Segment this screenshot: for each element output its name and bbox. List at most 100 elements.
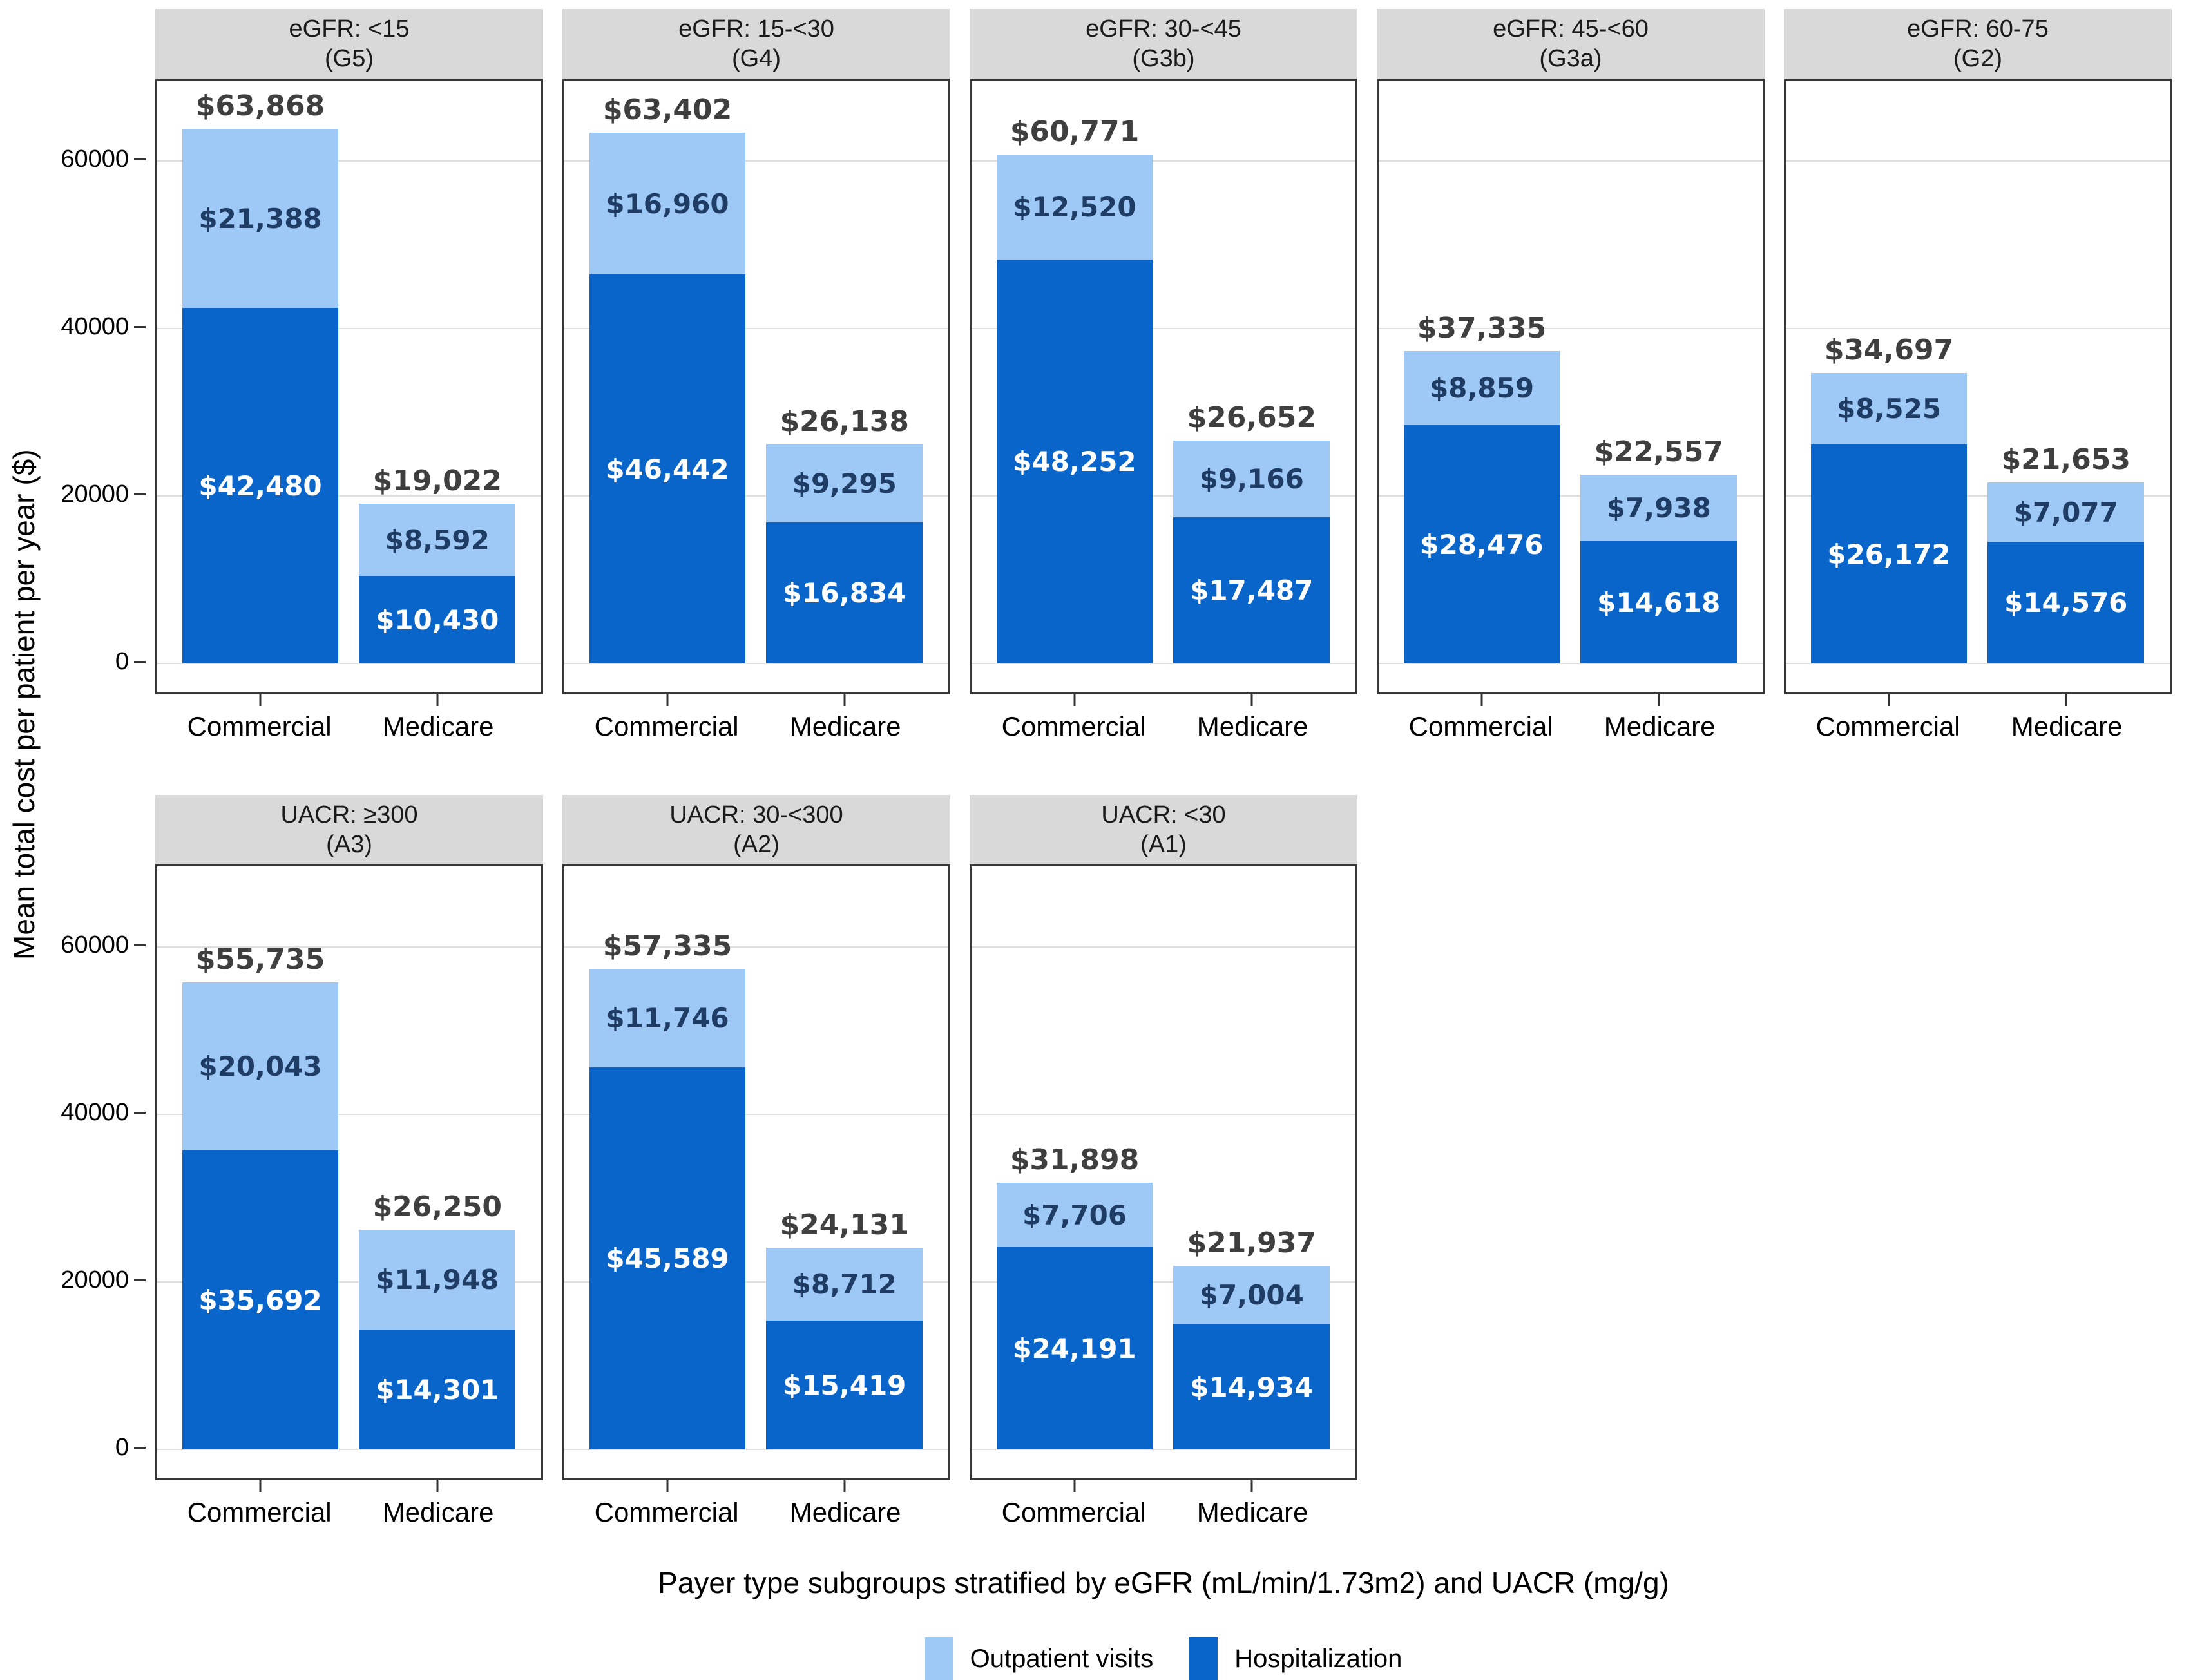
outpatient-value-label: $20,043 bbox=[198, 1051, 322, 1082]
hospitalization-value-label: $28,476 bbox=[1420, 528, 1544, 560]
category-labels: Commercial Medicare bbox=[1377, 711, 1765, 758]
bar-total-label: $37,335 bbox=[1417, 312, 1547, 345]
outpatient-segment: $8,525 bbox=[1810, 373, 1968, 444]
hospitalization-value-label: $17,487 bbox=[1190, 575, 1314, 606]
outpatient-segment: $7,938 bbox=[1580, 475, 1738, 541]
gridline bbox=[564, 160, 948, 162]
legend-item-outpatient: Outpatient visits bbox=[924, 1637, 1153, 1680]
gridline bbox=[1379, 495, 1763, 497]
stacked-bar-medicare: $17,487 $9,166 $26,652 bbox=[1173, 401, 1330, 663]
bar-total-label: $34,697 bbox=[1824, 334, 1954, 367]
y-tick-label: 40000 bbox=[61, 313, 129, 340]
gridline bbox=[1379, 663, 1763, 664]
gridline bbox=[157, 495, 541, 497]
hospitalization-value-label: $10,430 bbox=[376, 604, 499, 636]
hospitalization-segment: $14,301 bbox=[359, 1330, 516, 1449]
y-axis-ticks: 0 20000 40000 60000 bbox=[48, 795, 146, 1476]
x-tick-mark bbox=[666, 1480, 669, 1492]
category-label-commercial: Commercial bbox=[187, 1497, 332, 1527]
bar-total-label: $31,898 bbox=[1010, 1143, 1140, 1176]
outpatient-value-label: $7,077 bbox=[2013, 496, 2118, 528]
stacked-bar-commercial: $35,692 $20,043 $55,735 bbox=[182, 943, 339, 1449]
plot-area: $48,252 $12,520 $60,771 $17,487 $9,166 $26,65… bbox=[970, 79, 1357, 706]
legend-item-hospitalization: Hospitalization bbox=[1189, 1637, 1402, 1680]
facet-title-line1: eGFR: 30-<45 bbox=[1086, 15, 1241, 43]
y-tick-mark bbox=[134, 1112, 146, 1114]
hospitalization-segment: $48,252 bbox=[996, 260, 1153, 663]
category-label-commercial: Commercial bbox=[1001, 711, 1146, 741]
x-tick-mark bbox=[1073, 694, 1076, 706]
category-label-medicare: Medicare bbox=[1604, 711, 1716, 741]
facet-row-egfr: 0 20000 40000 60000 eGFR: <15 (G5) $42,480 $21,… bbox=[48, 9, 2181, 758]
hospitalization-segment: $42,480 bbox=[182, 308, 339, 663]
y-tick-label: 60000 bbox=[61, 146, 129, 173]
figure-body: Mean total cost per patient per year ($)… bbox=[0, 9, 2193, 1680]
hospitalization-segment: $14,576 bbox=[1987, 542, 2145, 663]
plot-area: $35,692 $20,043 $55,735 $14,301 $11,948 $26,2… bbox=[155, 864, 543, 1492]
bar-total-label: $57,335 bbox=[602, 930, 733, 962]
outpatient-segment: $12,520 bbox=[996, 155, 1153, 260]
bar-total-label: $24,131 bbox=[780, 1208, 909, 1241]
outpatient-value-label: $8,592 bbox=[385, 524, 490, 556]
stacked-bar-medicare: $14,301 $11,948 $26,250 bbox=[359, 1190, 516, 1449]
hospitalization-segment: $14,934 bbox=[1173, 1324, 1330, 1449]
gridline bbox=[972, 328, 1355, 329]
x-tick-mark bbox=[1888, 694, 1890, 706]
stacked-bar-commercial: $26,172 $8,525 $34,697 bbox=[1810, 334, 1968, 663]
gridline bbox=[1786, 328, 2170, 329]
hospitalization-segment: $14,618 bbox=[1580, 541, 1738, 663]
y-tick-mark bbox=[134, 1279, 146, 1281]
facet-panel: UACR: ≥300 (A3) $35,692 $20,043 $55,735 $14,3… bbox=[155, 795, 543, 1543]
y-axis-ticks: 0 20000 40000 60000 bbox=[48, 9, 146, 691]
faceted-stacked-bar-chart: Mean total cost per patient per year ($)… bbox=[7, 9, 2172, 1680]
gridline bbox=[972, 1114, 1355, 1115]
facet-rows-container: 0 20000 40000 60000 eGFR: <15 (G5) $42,480 $21,… bbox=[48, 9, 2193, 1680]
hospitalization-value-label: $14,618 bbox=[1597, 586, 1721, 618]
facet-title-line2: (G2) bbox=[1953, 45, 2002, 72]
gridline bbox=[1379, 328, 1763, 329]
facet-panel: eGFR: 30-<45 (G3b) $48,252 $12,520 $60,771 $1… bbox=[970, 9, 1357, 758]
x-tick-mark bbox=[1480, 694, 1483, 706]
facet-title-line2: (G3a) bbox=[1539, 45, 1602, 72]
category-label-medicare: Medicare bbox=[1196, 1497, 1308, 1527]
stacked-bar-commercial: $48,252 $12,520 $60,771 bbox=[996, 115, 1153, 663]
gridline bbox=[157, 1114, 541, 1115]
facet-row-uacr: 0 20000 40000 60000 UACR: ≥300 (A3) $35,692 $20… bbox=[48, 795, 2181, 1543]
hospitalization-segment: $15,419 bbox=[766, 1321, 923, 1449]
outpatient-segment: $9,295 bbox=[766, 444, 923, 522]
hospitalization-legend-label: Hospitalization bbox=[1234, 1644, 1403, 1673]
outpatient-segment: $11,746 bbox=[589, 969, 746, 1067]
stacked-bar-commercial: $42,480 $21,388 $63,868 bbox=[182, 90, 339, 663]
bar-total-label: $26,652 bbox=[1187, 401, 1316, 434]
y-tick-label: 0 bbox=[115, 648, 129, 675]
outpatient-segment: $8,592 bbox=[359, 504, 516, 576]
gridline bbox=[564, 1449, 948, 1450]
gridline bbox=[564, 495, 948, 497]
y-axis-header-spacer bbox=[48, 795, 146, 864]
outpatient-value-label: $21,388 bbox=[198, 202, 322, 234]
facet-title-line1: UACR: 30-<300 bbox=[669, 801, 843, 828]
gridline bbox=[564, 1281, 948, 1283]
y-tick-label: 40000 bbox=[61, 1099, 129, 1126]
outpatient-segment: $9,166 bbox=[1173, 441, 1330, 517]
bar-total-label: $26,250 bbox=[372, 1190, 502, 1223]
facet-title-line2: (G3b) bbox=[1132, 45, 1195, 72]
facet-title-line1: UACR: ≥300 bbox=[280, 801, 418, 828]
gridline bbox=[1786, 663, 2170, 664]
x-tick-mark bbox=[259, 694, 262, 706]
facet-header: UACR: <30 (A1) bbox=[970, 795, 1357, 864]
hospitalization-value-label: $46,442 bbox=[606, 453, 729, 485]
category-label-medicare: Medicare bbox=[789, 1497, 901, 1527]
stacked-bar-commercial: $24,191 $7,706 $31,898 bbox=[996, 1143, 1153, 1449]
facet-title-line2: (G4) bbox=[732, 45, 781, 72]
outpatient-segment: $7,706 bbox=[996, 1183, 1153, 1247]
y-axis-tick-track: 0 20000 40000 60000 bbox=[48, 864, 146, 1476]
outpatient-value-label: $8,525 bbox=[1836, 393, 1942, 425]
y-tick-label: 20000 bbox=[61, 481, 129, 508]
gridline bbox=[564, 1114, 948, 1115]
hospitalization-value-label: $15,419 bbox=[783, 1369, 906, 1401]
y-tick-mark bbox=[134, 493, 146, 495]
hospitalization-value-label: $26,172 bbox=[1827, 538, 1951, 570]
hospitalization-value-label: $45,589 bbox=[606, 1243, 729, 1274]
category-label-medicare: Medicare bbox=[382, 1497, 494, 1527]
